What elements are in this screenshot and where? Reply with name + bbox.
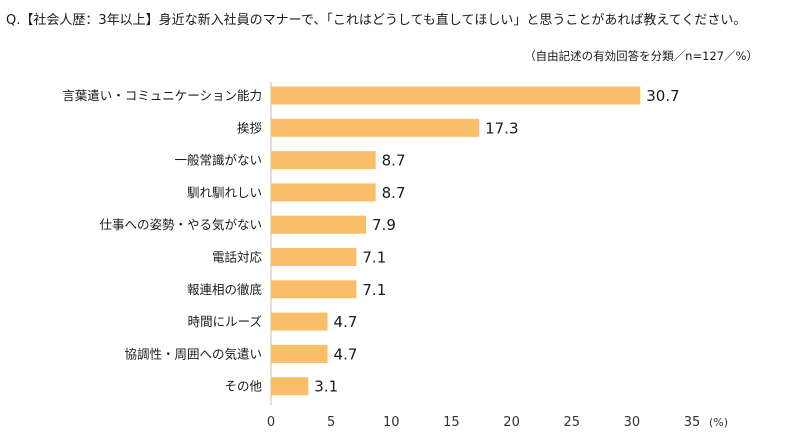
value-label: 4.7 (334, 345, 358, 363)
value-label: 17.3 (485, 119, 518, 137)
value-label: 3.1 (314, 378, 338, 396)
value-label: 4.7 (334, 313, 358, 331)
bar (271, 377, 309, 396)
question-text: Q.【社会人歴：3年以上】身近な新入社員のマナーで、「これはどうしても直してほし… (6, 13, 747, 28)
x-tick-label: 30 (624, 415, 641, 430)
sample-note: （自由記述の有効回答を分類／n=127／%） (524, 49, 758, 63)
x-tick-label: 15 (443, 415, 460, 430)
x-tick-label: 35 (684, 415, 701, 430)
bar (271, 151, 376, 170)
x-tick-label: 5 (327, 415, 335, 430)
value-label: 7.1 (362, 281, 386, 299)
category-label: 言葉遣い・コミュニケーション能力 (62, 88, 262, 103)
category-label: 協調性・周囲への気遣い (124, 346, 262, 361)
bar (271, 183, 376, 202)
bar (271, 344, 328, 363)
value-label: 30.7 (646, 87, 679, 105)
bar (271, 312, 328, 331)
x-tick-label: 25 (563, 415, 580, 430)
category-label: 一般常識がない (174, 153, 262, 168)
x-tick-label: 10 (383, 415, 400, 430)
bar (271, 215, 367, 234)
bar (271, 248, 357, 266)
bar (271, 86, 641, 105)
value-label: 8.7 (382, 152, 406, 170)
x-unit-label: (%) (709, 416, 728, 429)
category-label: その他 (224, 379, 262, 394)
category-label: 時間にルーズ (188, 314, 262, 329)
category-label: 仕事への姿勢・やる気がない (99, 217, 262, 232)
x-tick-label: 20 (503, 415, 520, 430)
value-label: 8.7 (382, 184, 406, 202)
category-label: 馴れ馴れしい (187, 185, 262, 200)
value-label: 7.9 (372, 216, 396, 234)
category-label: 挨拶 (237, 120, 263, 135)
category-label: 報連相の徹底 (187, 282, 262, 297)
category-label: 電話対応 (212, 250, 263, 265)
bar (271, 118, 480, 137)
bar (271, 280, 357, 299)
value-label: 7.1 (362, 249, 386, 267)
x-tick-label: 0 (267, 415, 275, 430)
